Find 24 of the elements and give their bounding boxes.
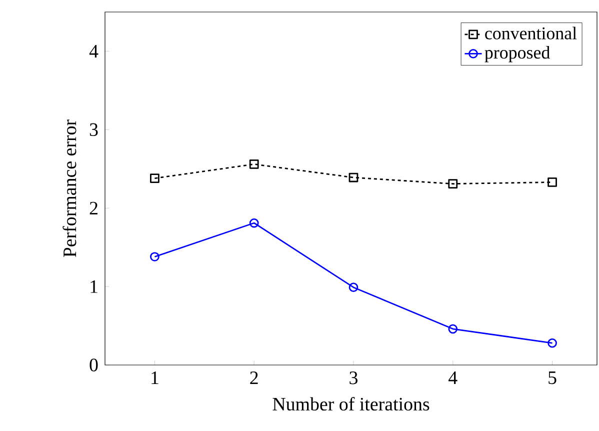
x-tick-label: 2 (250, 372, 258, 384)
y-tick-label: 3 (90, 123, 98, 136)
y-tick-label: 2 (90, 202, 98, 214)
point (548, 178, 557, 187)
point (150, 174, 160, 183)
legend-label: conventional (485, 26, 577, 40)
x-tick-label: 1 (152, 372, 158, 384)
y-tick-label: 1 (90, 280, 98, 293)
legend-label: proposed (484, 46, 550, 62)
point (448, 179, 458, 188)
x-tick-label: 4 (448, 372, 458, 384)
point (348, 282, 358, 292)
point (249, 159, 259, 169)
y-tick-label: 4 (89, 44, 98, 58)
point (249, 218, 259, 228)
y-axis-title: Performance error (62, 120, 76, 258)
x-tick-label: 3 (350, 372, 358, 384)
y-tick-label: 0 (90, 358, 98, 372)
x-tick-label: 5 (548, 372, 556, 384)
x-axis-title: Number of iterations (272, 397, 430, 411)
point (448, 324, 458, 334)
point (348, 172, 358, 182)
point (150, 252, 160, 262)
point (548, 338, 557, 348)
